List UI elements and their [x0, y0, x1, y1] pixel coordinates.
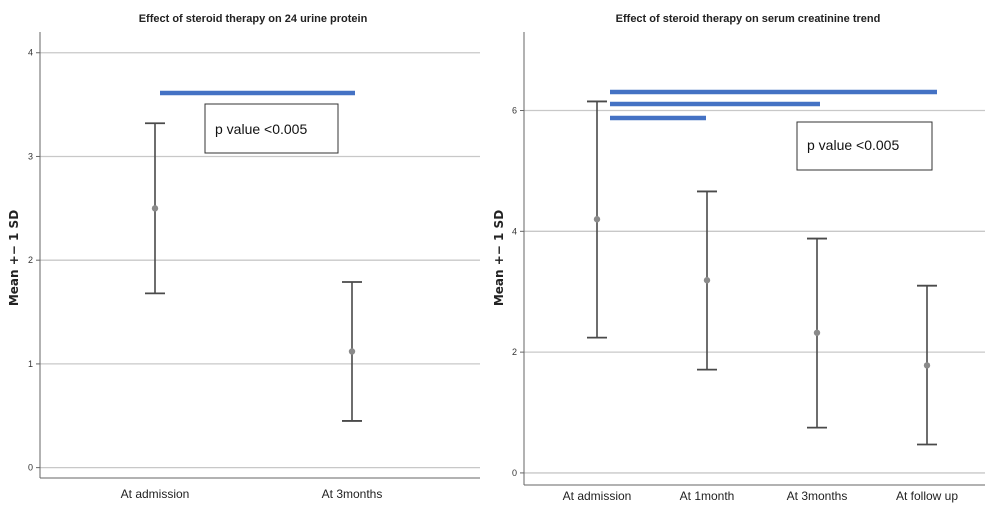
chart-panel-serum-creatinine: Effect of steroid therapy on serum creat…	[492, 13, 985, 503]
mean-point	[593, 216, 601, 223]
p-value-annotation: p value <0.005	[204, 103, 339, 154]
y-axis-label: Mean +− 1 SD	[492, 210, 506, 306]
annotation-text: p value <0.005	[215, 121, 307, 137]
y-tick-label: 6	[512, 106, 517, 116]
x-category-label: At admission	[121, 487, 190, 501]
y-tick-label: 4	[28, 48, 33, 58]
x-category-label: At 1month	[680, 489, 735, 503]
y-tick-label: 1	[28, 359, 33, 369]
mean-point	[348, 348, 356, 355]
annotation-text: p value <0.005	[807, 137, 899, 153]
annotation-box	[796, 121, 933, 171]
y-tick-label: 0	[512, 468, 517, 478]
mean-point	[923, 362, 931, 369]
mean-point	[703, 277, 711, 284]
chart-title: Effect of steroid therapy on 24 urine pr…	[139, 13, 368, 25]
x-category-label: At admission	[563, 489, 632, 503]
annotation-box	[204, 103, 339, 154]
p-value-annotation: p value <0.005	[796, 121, 933, 171]
x-category-label: At 3months	[787, 489, 848, 503]
y-tick-label: 2	[28, 255, 33, 265]
x-category-label: At 3months	[322, 487, 383, 501]
chart-panel-urine-protein: Effect of steroid therapy on 24 urine pr…	[7, 13, 480, 501]
y-tick-label: 0	[28, 463, 33, 473]
mean-point	[813, 329, 821, 336]
y-tick-label: 3	[28, 151, 33, 161]
x-category-label: At follow up	[896, 489, 958, 503]
y-tick-label: 2	[512, 347, 517, 357]
mean-point	[151, 205, 159, 212]
chart-title: Effect of steroid therapy on serum creat…	[616, 13, 881, 25]
y-axis-label: Mean +− 1 SD	[7, 210, 21, 306]
y-tick-label: 4	[512, 226, 517, 236]
